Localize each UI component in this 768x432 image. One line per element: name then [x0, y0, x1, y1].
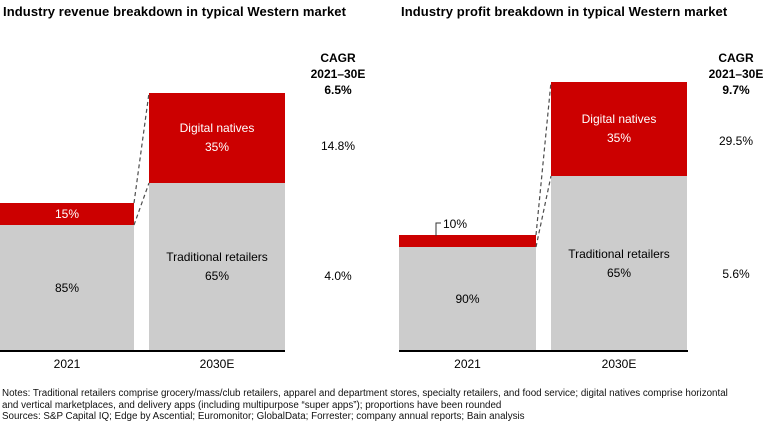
cagr-header: CAGR 2021–30E 6.5%: [278, 50, 398, 98]
segment-value-label: 65%: [204, 269, 230, 283]
segment-name-label: Traditional retailers: [166, 250, 268, 264]
cagr-header: CAGR 2021–30E 9.7%: [676, 50, 768, 98]
notes-line-2: and vertical marketplaces, and delivery …: [2, 399, 502, 411]
bar-segment-traditional: Traditional retailers 65%: [551, 176, 687, 351]
cagr-digital-value: 29.5%: [718, 134, 754, 148]
dashed-connector-boundary: [133, 182, 150, 226]
bar-segment-digital: 15%: [0, 203, 134, 225]
segment-name-label: Digital natives: [581, 112, 657, 126]
bar-segment-traditional: Traditional retailers 65%: [149, 183, 285, 351]
cagr-header-line: 2021–30E: [310, 67, 366, 81]
category-label: 2021: [454, 357, 481, 371]
dashed-connector-top: [535, 81, 552, 236]
cagr-traditional-value: 5.6%: [722, 267, 750, 281]
category-label: 2030E: [601, 357, 637, 371]
dashed-connector-boundary: [535, 175, 552, 248]
notes-line-3: Sources: S&P Capital IQ; Edge by Ascenti…: [2, 411, 525, 422]
bar-segment-digital: Digital natives 35%: [551, 82, 687, 176]
cagr-header-line: CAGR: [320, 51, 356, 65]
dashed-connector-top: [133, 92, 150, 204]
notes-line-1: Notes: Traditional retailers comprise gr…: [2, 388, 728, 399]
cagr-total-value: 6.5%: [324, 83, 352, 97]
cagr-digital-value: 14.8%: [320, 139, 356, 153]
segment-name-label: Traditional retailers: [568, 246, 670, 261]
cagr-total-value: 9.7%: [722, 83, 750, 97]
footnotes: Notes: Traditional retailers comprise gr…: [2, 388, 768, 423]
segment-name-label: Digital natives: [179, 121, 255, 135]
segment-value-label: 35%: [204, 140, 230, 154]
segment-value-label: 65%: [606, 265, 632, 280]
x-axis-line: [399, 350, 688, 352]
cagr-header-line: 2021–30E: [708, 67, 764, 81]
x-axis-line: [0, 350, 285, 352]
chart-revenue-title: Industry revenue breakdown in typical We…: [3, 4, 347, 19]
segment-value-label: 85%: [54, 280, 80, 295]
bar-segment-traditional: 85%: [0, 225, 134, 351]
category-label: 2030E: [199, 357, 235, 371]
category-label: 2021: [53, 357, 81, 371]
cagr-traditional-value: 4.0%: [324, 269, 352, 283]
cagr-header-line: CAGR: [718, 51, 754, 65]
segment-value-label: 15%: [54, 206, 80, 221]
bar-segment-digital: Digital natives 35%: [149, 93, 285, 183]
bar-segment-digital: [399, 235, 536, 247]
segment-value-label: 35%: [606, 131, 632, 145]
segment-value-label: 90%: [455, 291, 480, 306]
bar-segment-traditional: 90%: [399, 247, 536, 351]
chart-profit-title: Industry profit breakdown in typical Wes…: [401, 4, 728, 19]
callout-label-digital-share: 10%: [443, 217, 468, 231]
